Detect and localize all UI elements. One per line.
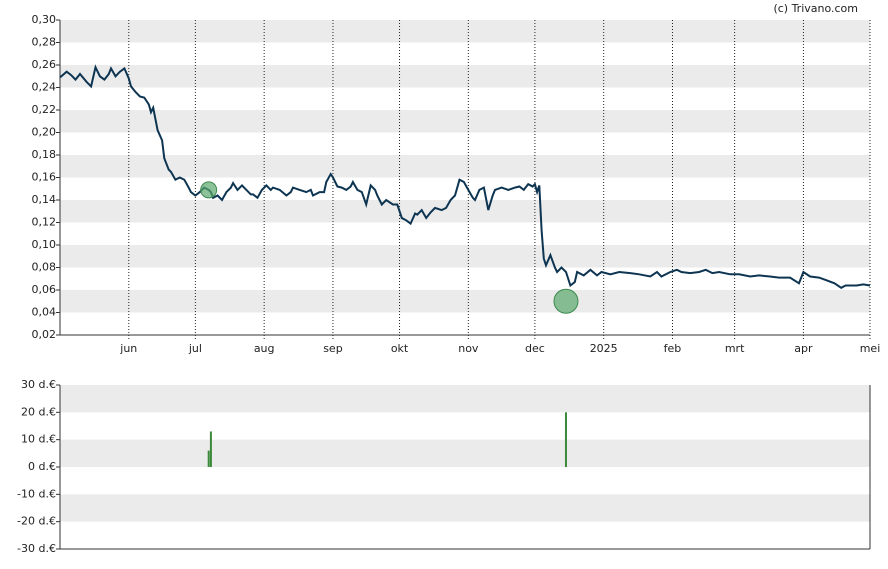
y-tick-label: 0,16 [32, 171, 57, 184]
grid-band [60, 245, 870, 268]
grid-band [60, 155, 870, 178]
transaction-marker [200, 181, 218, 199]
x-tick-label: feb [664, 342, 682, 355]
y-tick-label: -30 d.€ [17, 542, 56, 555]
bar [209, 431, 212, 467]
y-tick-label: -20 d.€ [17, 515, 56, 528]
transaction-marker [553, 288, 579, 314]
y-tick-label: 0 d.€ [28, 460, 56, 473]
x-tick-label: apr [794, 342, 813, 355]
bar [564, 412, 567, 467]
y-tick-label: 0,30 [32, 13, 57, 26]
x-tick-label: dec [525, 342, 545, 355]
x-tick-label: 2025 [590, 342, 618, 355]
bar [207, 450, 210, 467]
grid-band [60, 20, 870, 43]
y-tick-label: 0,26 [32, 58, 57, 71]
y-tick-label: 0,28 [32, 36, 57, 49]
y-tick-label: 0,04 [32, 306, 57, 319]
y-tick-label: -10 d.€ [17, 487, 56, 500]
grid-band [60, 110, 870, 133]
y-tick-label: 0,08 [32, 261, 57, 274]
grid-band [60, 494, 870, 522]
y-tick-label: 0,22 [32, 103, 57, 116]
x-tick-label: aug [254, 342, 275, 355]
y-tick-label: 0,20 [32, 126, 57, 139]
credit: (c) Trivano.com [773, 2, 858, 15]
y-tick-label: 0,12 [32, 216, 57, 229]
x-tick-label: mei [860, 342, 881, 355]
y-tick-label: 20 d.€ [21, 405, 56, 418]
grid-band [60, 200, 870, 223]
y-tick-label: 30 d.€ [21, 378, 56, 391]
y-tick-label: 0,14 [32, 193, 57, 206]
y-tick-label: 0,18 [32, 148, 57, 161]
price-line [59, 64, 871, 289]
y-tick-label: 10 d.€ [21, 433, 56, 446]
y-tick-label: 0,06 [32, 283, 57, 296]
x-tick-label: jun [119, 342, 137, 355]
y-tick-label: 0,24 [32, 81, 57, 94]
x-tick-label: mrt [725, 342, 745, 355]
grid-band [60, 385, 870, 413]
grid-band [60, 439, 870, 467]
x-tick-label: jul [188, 342, 202, 355]
x-tick-label: okt [391, 342, 409, 355]
x-tick-label: sep [323, 342, 342, 355]
x-tick-label: nov [458, 342, 479, 355]
y-tick-label: 0,10 [32, 238, 57, 251]
grid-band [60, 65, 870, 88]
y-tick-label: 0,02 [32, 328, 57, 341]
grid-band [60, 290, 870, 313]
